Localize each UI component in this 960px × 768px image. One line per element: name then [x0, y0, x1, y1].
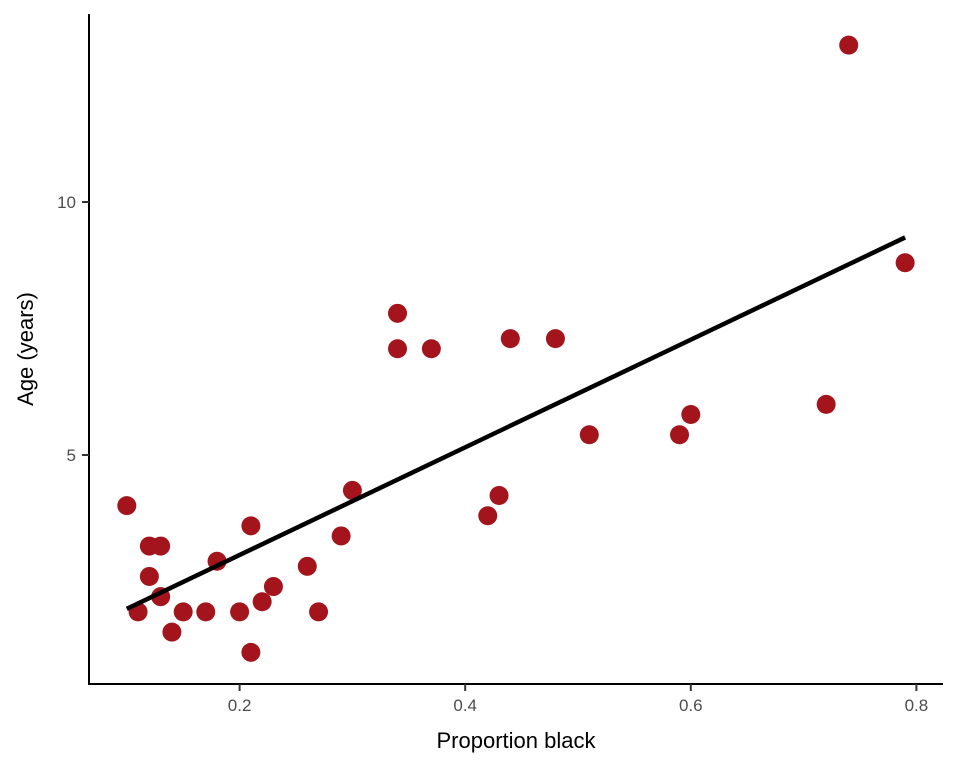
- data-point: [478, 506, 498, 526]
- plot-marks: [117, 35, 915, 662]
- data-point: [241, 516, 261, 536]
- data-point: [579, 425, 599, 445]
- data-point: [117, 496, 137, 516]
- data-point: [500, 329, 520, 349]
- data-point: [421, 339, 441, 359]
- data-point: [196, 602, 216, 622]
- data-point: [309, 602, 329, 622]
- data-point: [151, 536, 171, 556]
- data-point: [670, 425, 690, 445]
- x-tick-label: 0.4: [453, 696, 477, 715]
- data-point: [839, 35, 859, 55]
- data-point: [162, 622, 182, 642]
- y-tick-label: 10: [57, 193, 76, 212]
- x-axis-title: Proportion black: [437, 728, 597, 753]
- x-tick-label: 0.2: [228, 696, 252, 715]
- data-point: [230, 602, 250, 622]
- data-point: [388, 303, 408, 323]
- data-point: [263, 577, 283, 597]
- data-point: [342, 480, 362, 500]
- data-point: [545, 329, 565, 349]
- data-point: [241, 642, 261, 662]
- axis-ticks: 0.2 0.4 0.6 0.8 5 10: [57, 193, 928, 715]
- y-axis-title: Age (years): [13, 292, 38, 406]
- data-point: [895, 253, 915, 273]
- data-point: [252, 592, 272, 612]
- regression-line: [125, 235, 907, 611]
- data-point: [297, 556, 317, 576]
- data-point: [816, 394, 836, 414]
- data-point: [139, 566, 159, 586]
- x-tick-label: 0.8: [905, 696, 929, 715]
- data-point: [388, 339, 408, 359]
- y-tick-label: 5: [67, 446, 76, 465]
- data-point: [681, 405, 701, 425]
- x-tick-label: 0.6: [679, 696, 703, 715]
- data-point: [331, 526, 351, 546]
- data-point: [173, 602, 193, 622]
- data-point: [489, 485, 509, 505]
